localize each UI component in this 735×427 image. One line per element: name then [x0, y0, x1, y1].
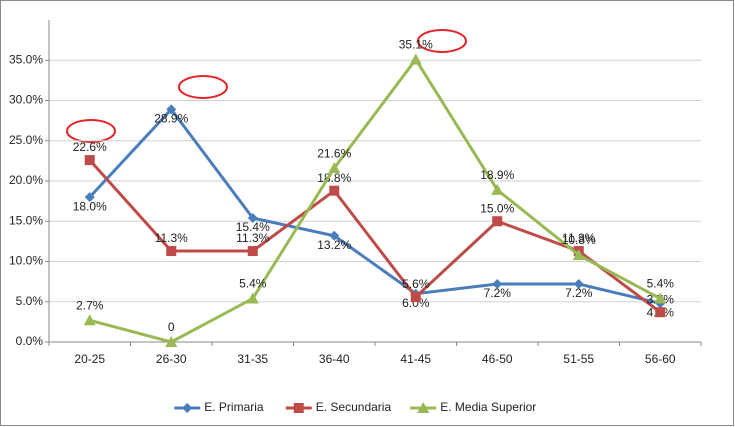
- legend-label: E. Secundaria: [316, 400, 392, 414]
- data-point: [655, 307, 666, 318]
- highlight-circle: [66, 119, 116, 143]
- highlight-circle: [417, 29, 467, 53]
- data-label: 13.2%: [317, 238, 351, 252]
- data-label: 15.0%: [480, 201, 514, 215]
- data-label: 35.1%: [399, 38, 433, 52]
- data-point: [329, 185, 340, 196]
- data-point: [165, 336, 178, 347]
- data-label: 18.9%: [480, 168, 514, 182]
- data-point: [492, 279, 503, 290]
- x-tick-label: 51-55: [563, 352, 594, 366]
- y-tick-label: 5.0%: [16, 294, 44, 308]
- data-point: [654, 292, 667, 304]
- data-label: 5.4%: [239, 277, 267, 291]
- data-label: 11.3%: [236, 231, 269, 245]
- data-point: [166, 246, 177, 257]
- data-label: 5.6%: [402, 277, 430, 291]
- data-label: 6.0%: [402, 296, 430, 310]
- y-tick-label: 0.0%: [16, 334, 44, 348]
- x-tick-label: 20-25: [74, 352, 105, 366]
- data-point: [329, 230, 340, 241]
- series-line: [88, 107, 661, 305]
- data-label: 18.0%: [73, 199, 107, 213]
- y-tick-label: 20.0%: [9, 173, 43, 187]
- data-label: 28.9%: [154, 112, 188, 126]
- data-label: 7.2%: [484, 286, 512, 300]
- data-point: [492, 216, 503, 227]
- legend-label: E. Media Superior: [440, 400, 536, 414]
- data-point: [247, 246, 258, 257]
- data-point: [247, 213, 258, 224]
- y-tick-label: 35.0%: [9, 52, 43, 66]
- x-tick-label: 26-30: [156, 352, 187, 366]
- data-label: 7.2%: [565, 286, 593, 300]
- data-point: [409, 53, 422, 65]
- data-label: 22.6%: [73, 140, 107, 154]
- data-point: [166, 104, 177, 115]
- data-label: 0: [168, 320, 175, 334]
- data-point: [83, 314, 96, 326]
- y-tick-label: 15.0%: [9, 213, 43, 227]
- legend-marker: [293, 403, 304, 413]
- data-point: [328, 162, 341, 174]
- x-tick-label: 41-45: [400, 352, 431, 366]
- legend-marker: [417, 402, 430, 413]
- legend-label: E. Primaria: [204, 400, 264, 414]
- data-point: [246, 292, 259, 304]
- y-tick-label: 25.0%: [9, 133, 43, 147]
- data-point: [572, 249, 585, 261]
- data-label: 10.8%: [562, 233, 596, 247]
- data-point: [573, 279, 584, 290]
- data-point: [84, 155, 95, 166]
- x-tick-label: 31-35: [237, 352, 268, 366]
- y-tick-label: 30.0%: [9, 93, 43, 107]
- data-label: 11.3%: [562, 231, 595, 245]
- data-label: 21.6%: [317, 146, 351, 160]
- series-line: [89, 56, 661, 344]
- data-label: 2.7%: [76, 298, 104, 312]
- data-point: [410, 291, 421, 302]
- data-label: 5.4%: [647, 277, 675, 291]
- x-tick-label: 56-60: [645, 352, 676, 366]
- x-tick-label: 46-50: [482, 352, 513, 366]
- data-point: [84, 192, 95, 203]
- x-tick-label: 36-40: [319, 352, 350, 366]
- y-tick-label: 10.0%: [9, 254, 43, 268]
- data-label: 11.3%: [155, 231, 188, 245]
- legend-marker: [182, 403, 193, 413]
- data-label: 15.4%: [236, 220, 270, 234]
- highlight-circle: [178, 75, 228, 99]
- data-point: [491, 183, 504, 195]
